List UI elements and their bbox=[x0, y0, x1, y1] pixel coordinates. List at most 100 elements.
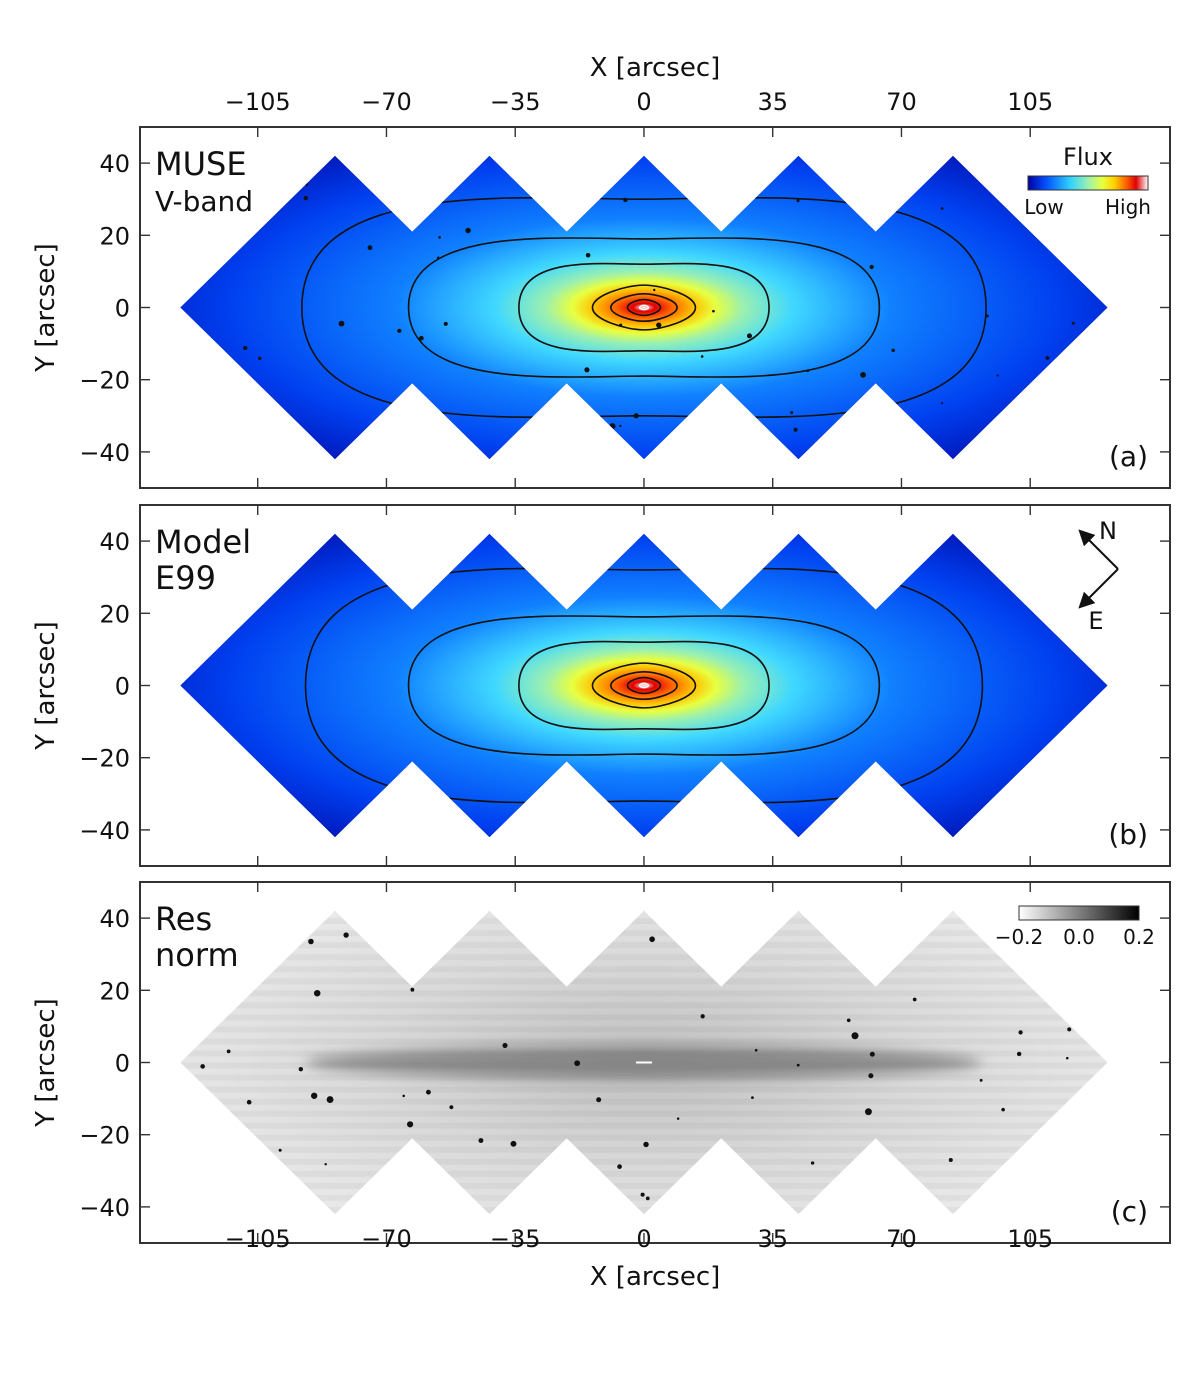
y-tick-label: −20 bbox=[79, 367, 130, 395]
residual-star-45 bbox=[1052, 968, 1058, 973]
panel-title-line: Model bbox=[155, 523, 251, 561]
panel-b-image bbox=[180, 533, 1108, 838]
residual-star-63 bbox=[754, 1048, 758, 1052]
residual-star-66 bbox=[713, 1146, 719, 1152]
residual-star-20 bbox=[595, 1187, 603, 1195]
residual-star-2 bbox=[407, 1121, 414, 1128]
stripe-13 bbox=[140, 1038, 1170, 1044]
colorbar-tick-low: Low bbox=[1024, 195, 1063, 219]
flux-distribution bbox=[180, 533, 1108, 838]
top-x-tick-label: 105 bbox=[1007, 88, 1053, 116]
panel-title-line: V-band bbox=[155, 185, 253, 218]
star-33 bbox=[633, 413, 639, 419]
y-tick-label: −40 bbox=[79, 1194, 130, 1222]
star-30 bbox=[243, 345, 248, 351]
bottom-x-tick-label: 0 bbox=[636, 1225, 651, 1253]
star-22 bbox=[619, 323, 623, 327]
north-arrow bbox=[1078, 529, 1119, 570]
panel-c-image bbox=[140, 894, 1170, 1215]
residual-star-32 bbox=[948, 1158, 953, 1163]
contour-0 bbox=[638, 304, 650, 311]
star-29 bbox=[860, 371, 866, 378]
star-13 bbox=[891, 348, 895, 353]
star-1 bbox=[443, 321, 448, 326]
contour-1 bbox=[626, 298, 662, 317]
stripe-25 bbox=[140, 1183, 1170, 1189]
residual-star-0 bbox=[645, 1196, 650, 1201]
residual-star-64 bbox=[617, 1164, 622, 1170]
stripe-21 bbox=[140, 1135, 1170, 1141]
stripe-17 bbox=[140, 1087, 1170, 1093]
star-37 bbox=[940, 402, 944, 405]
star-10 bbox=[806, 369, 810, 373]
stripe-27 bbox=[140, 1207, 1170, 1213]
residual-star-69 bbox=[204, 1024, 208, 1028]
residual-star-19 bbox=[1091, 1018, 1098, 1025]
top-x-tick-label: −70 bbox=[361, 88, 412, 116]
stripe-26 bbox=[140, 1195, 1170, 1201]
star-39 bbox=[940, 207, 944, 210]
residual-star-34 bbox=[276, 1162, 282, 1168]
y-axis-label: Y [arcsec] bbox=[31, 243, 61, 373]
residual-star-17 bbox=[574, 1060, 581, 1067]
stripe-18 bbox=[140, 1099, 1170, 1105]
y-tick-label: 20 bbox=[99, 977, 130, 1005]
stripe-12 bbox=[140, 1026, 1170, 1032]
residual-star-8 bbox=[846, 1018, 851, 1023]
residual-star-25 bbox=[1093, 1012, 1097, 1016]
stripe-22 bbox=[140, 1147, 1170, 1153]
residual-colorbar bbox=[1018, 905, 1140, 921]
panel-title-line: E99 bbox=[155, 559, 216, 597]
stripe-2 bbox=[140, 906, 1170, 912]
panel-title-line: MUSE bbox=[155, 145, 247, 183]
star-31 bbox=[609, 423, 616, 430]
panel-a-image bbox=[180, 155, 1108, 460]
residual-star-60 bbox=[1001, 1107, 1005, 1112]
residual-star-18 bbox=[909, 934, 915, 940]
y-tick-label: −40 bbox=[79, 817, 130, 845]
star-38 bbox=[306, 443, 311, 448]
stripe-3 bbox=[140, 918, 1170, 924]
y-tick-label: 40 bbox=[99, 905, 130, 933]
residual-star-46 bbox=[278, 1148, 282, 1152]
star-15 bbox=[985, 314, 989, 318]
stripe-20 bbox=[140, 1123, 1170, 1129]
residual-star-9 bbox=[523, 1187, 530, 1195]
residual-star-36 bbox=[499, 1204, 502, 1208]
contour-6 bbox=[301, 196, 987, 419]
residual-star-31 bbox=[1018, 1030, 1023, 1035]
residual-star-52 bbox=[1067, 1027, 1072, 1032]
residual-star-49 bbox=[343, 932, 349, 938]
y-axis-label: Y [arcsec] bbox=[31, 621, 61, 751]
contour-0 bbox=[638, 682, 650, 689]
residual-colorbar-tick: −0.2 bbox=[995, 925, 1044, 949]
residual-star-43 bbox=[643, 1141, 649, 1148]
star-36 bbox=[796, 199, 800, 203]
residual-star-56 bbox=[751, 1096, 754, 1100]
contour-4 bbox=[518, 640, 770, 731]
bottom-x-axis-label: X [arcsec] bbox=[590, 1262, 721, 1292]
residual-star-53 bbox=[502, 1042, 508, 1048]
y-tick-label: 40 bbox=[99, 528, 130, 556]
residual-star-68 bbox=[200, 1064, 205, 1069]
residual-star-35 bbox=[425, 1089, 431, 1095]
y-tick-label: −20 bbox=[79, 1122, 130, 1150]
panel-label: (a) bbox=[1109, 440, 1148, 473]
residual-star-41 bbox=[226, 1049, 231, 1054]
star-11 bbox=[1071, 321, 1075, 325]
colorbar-title: Flux bbox=[1063, 143, 1113, 171]
star-27 bbox=[257, 356, 262, 361]
residual-star-11 bbox=[473, 1202, 480, 1208]
residual-star-57 bbox=[326, 1096, 334, 1103]
top-x-tick-label: −35 bbox=[490, 88, 541, 116]
contour-5 bbox=[407, 237, 881, 378]
contour-3 bbox=[591, 284, 697, 331]
y-tick-label: 20 bbox=[99, 600, 130, 628]
stripe-1 bbox=[140, 894, 1170, 900]
y-tick-label: 20 bbox=[99, 222, 130, 250]
y-tick-label: 0 bbox=[115, 295, 130, 323]
star-3 bbox=[584, 367, 590, 373]
